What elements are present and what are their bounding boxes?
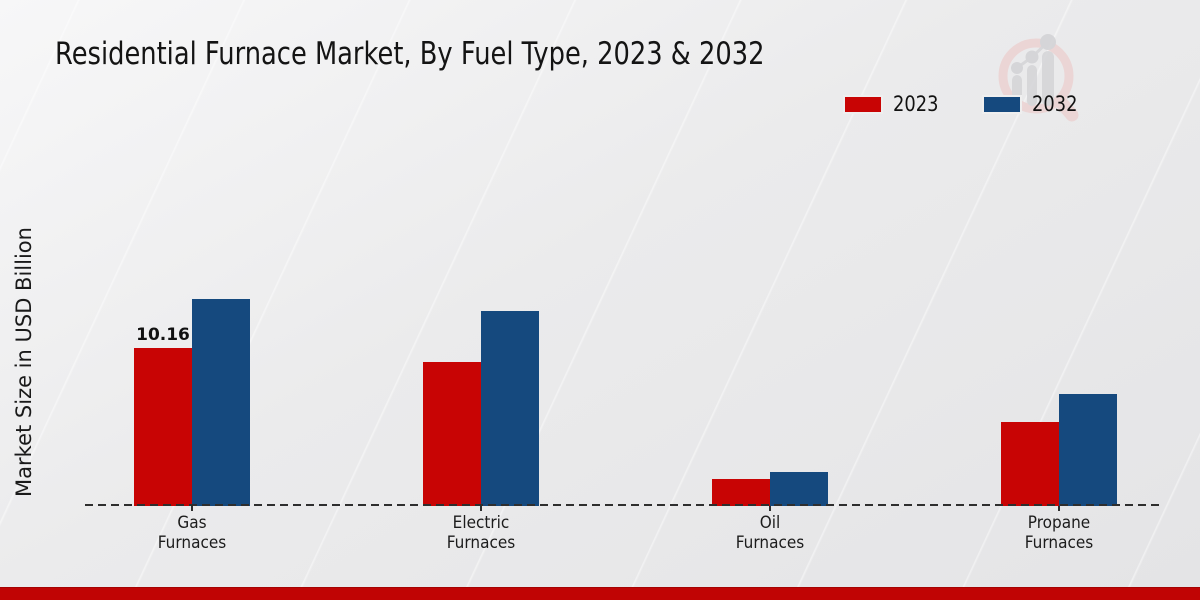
bar-propane-furnaces-2032: [1059, 394, 1117, 506]
x-axis-label-gas-furnaces: Gas Furnaces: [157, 513, 227, 553]
x-axis-tick-propane-furnaces: [1058, 506, 1060, 511]
x-axis-label-propane-furnaces: Propane Furnaces: [1024, 513, 1094, 553]
legend-swatch-2023: [843, 94, 883, 114]
bar-propane-furnaces-2023: [1001, 422, 1059, 506]
x-axis-tick-electric-furnaces: [480, 506, 482, 511]
x-axis-label-oil-furnaces: Oil Furnaces: [735, 513, 805, 553]
x-axis-tick-gas-furnaces: [191, 506, 193, 511]
x-axis-zero-line: [85, 504, 1163, 506]
x-axis-label-electric-furnaces: Electric Furnaces: [446, 513, 516, 553]
legend-item-2032: 2032: [982, 92, 1085, 116]
legend-swatch-2032: [982, 94, 1023, 114]
legend-label-2032: 2032: [1032, 92, 1078, 116]
chart-title: Residential Furnace Market, By Fuel Type…: [55, 36, 765, 72]
bar-oil-furnaces-2023: [712, 479, 770, 506]
legend-item-2023: 2023: [843, 92, 946, 116]
value-label-gas-furnaces-2023: 10.16: [136, 325, 190, 345]
bar-electric-furnaces-2032: [481, 311, 539, 506]
watermark-magnifier-growth-icon: [998, 34, 1079, 122]
y-axis-label: Market Size in USD Billion: [12, 227, 36, 497]
bar-oil-furnaces-2032: [770, 472, 828, 506]
legend-label-2023: 2023: [893, 92, 939, 116]
bar-gas-furnaces-2032: [192, 299, 250, 506]
bar-electric-furnaces-2023: [423, 362, 481, 506]
legend: 2023 2032: [843, 92, 1086, 116]
bar-gas-furnaces-2023: [134, 348, 192, 506]
footer-accent-bar: [0, 587, 1200, 600]
x-axis-tick-oil-furnaces: [769, 506, 771, 511]
